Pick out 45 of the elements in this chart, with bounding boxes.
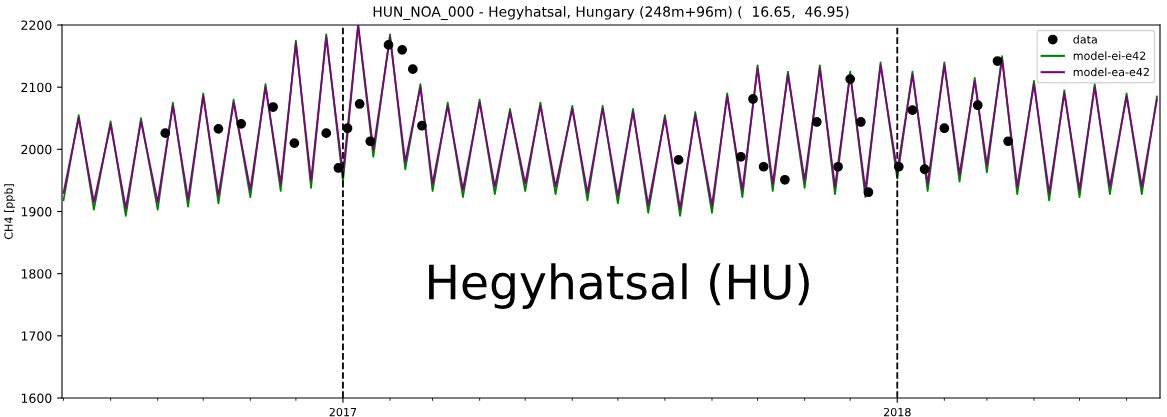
- point: [1003, 136, 1013, 147]
- point: [383, 40, 394, 50]
- point: [407, 64, 418, 75]
- point: [673, 155, 684, 165]
- point: [236, 118, 247, 129]
- x-tick-label: 2018: [883, 407, 911, 417]
- legend-label: data: [1073, 35, 1097, 44]
- point: [160, 128, 171, 139]
- point: [907, 105, 918, 116]
- point: [417, 120, 427, 131]
- point: [333, 163, 344, 173]
- point: [780, 174, 790, 185]
- point: [321, 128, 332, 139]
- legend-label: model-ea-e42: [1073, 67, 1149, 77]
- point: [397, 45, 408, 55]
- point: [289, 138, 300, 148]
- point: [845, 74, 856, 84]
- point: [213, 123, 224, 134]
- y-tick-label: 2200: [21, 20, 52, 30]
- point: [354, 99, 365, 109]
- y-tick-label: 1900: [21, 206, 52, 217]
- point: [939, 123, 950, 134]
- y-tick-label: 1700: [21, 331, 52, 341]
- point: [855, 117, 866, 127]
- x-tick-label: 2017: [329, 407, 357, 417]
- y-tick-label: 2100: [21, 82, 52, 93]
- point: [863, 187, 874, 198]
- point: [811, 117, 822, 127]
- point: [342, 123, 353, 134]
- point: [758, 161, 769, 172]
- y-tick-label: 1600: [21, 393, 52, 403]
- point: [992, 56, 1003, 66]
- chart-title: HUN_NOA_000 - Hegyhatsal, Hungary (248m+96m) ( 16.65, 46.95): [373, 6, 849, 20]
- y-axis-title: CH4 [ppb]: [4, 184, 15, 240]
- point: [748, 94, 758, 104]
- legend-label: model-ei-e42: [1073, 51, 1146, 60]
- point: [972, 100, 983, 111]
- point: [919, 164, 930, 175]
- annotation: Hegyhatsal (HU): [429, 263, 809, 309]
- point: [268, 102, 278, 112]
- y-tick-label: 1800: [21, 269, 52, 279]
- point: [365, 136, 376, 147]
- y-tick-label: 2000: [21, 144, 52, 155]
- point: [735, 151, 746, 162]
- point: [833, 161, 843, 172]
